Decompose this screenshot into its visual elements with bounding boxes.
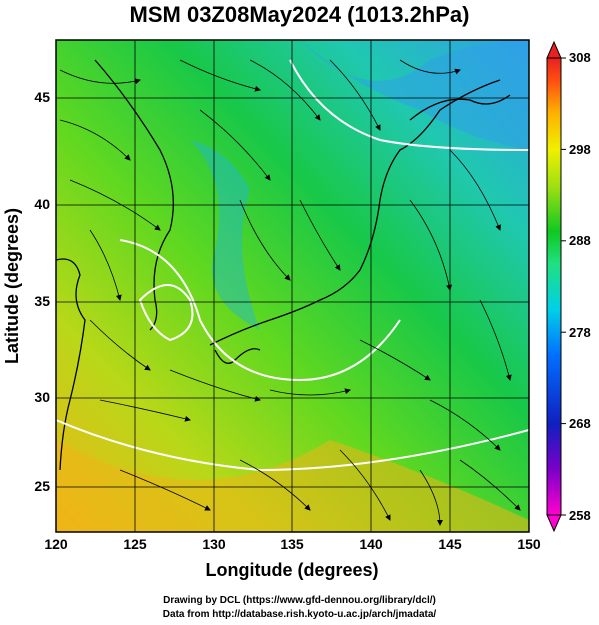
china-coast bbox=[56, 258, 86, 471]
streamline bbox=[239, 199, 291, 281]
japan-coast bbox=[209, 79, 501, 346]
isotherm bbox=[289, 59, 529, 151]
colorbar-tick-labels: 258 268 278 288 298 308 bbox=[569, 50, 591, 523]
streamline bbox=[339, 449, 391, 521]
streamline bbox=[99, 399, 191, 422]
y-tick-label: 30 bbox=[34, 389, 50, 405]
credit-data: Data from http://database.rish.kyoto-u.a… bbox=[162, 609, 437, 620]
y-axis-label: Latitude (degrees) bbox=[2, 208, 22, 364]
streamline bbox=[459, 459, 521, 511]
streamline bbox=[89, 319, 151, 371]
x-tick-label: 130 bbox=[202, 536, 226, 552]
streamline bbox=[239, 459, 311, 511]
x-tick-label: 120 bbox=[44, 536, 68, 552]
y-tick-label: 35 bbox=[34, 293, 50, 309]
colorbar-tick-label: 278 bbox=[569, 325, 591, 340]
x-axis-label: Longitude (degrees) bbox=[205, 560, 378, 580]
cold-region bbox=[300, 40, 529, 150]
streamline bbox=[119, 469, 211, 511]
streamlines bbox=[59, 59, 521, 526]
credit-drawing: Drawing by DCL (https://www.gfd-dennou.o… bbox=[163, 595, 436, 606]
colorbar-max-triangle bbox=[546, 40, 562, 59]
streamline bbox=[59, 69, 141, 85]
streamline bbox=[199, 109, 271, 181]
streamline bbox=[299, 199, 341, 271]
colorbar-tick-label: 298 bbox=[569, 142, 591, 157]
isotherm bbox=[138, 284, 194, 342]
hokkaido-coast bbox=[409, 94, 511, 121]
x-tick-label: 140 bbox=[359, 536, 383, 552]
streamline bbox=[179, 59, 261, 92]
streamline bbox=[69, 179, 161, 231]
isotherm bbox=[119, 239, 401, 382]
colorbar-scale bbox=[546, 57, 562, 516]
isotherm bbox=[56, 419, 529, 472]
y-tick-label: 45 bbox=[34, 89, 50, 105]
warm-region bbox=[56, 440, 529, 532]
x-tick-label: 145 bbox=[438, 536, 462, 552]
streamline bbox=[399, 59, 461, 75]
plot-frame bbox=[55, 39, 530, 533]
x-tick-label: 125 bbox=[123, 536, 147, 552]
streamline bbox=[409, 199, 452, 291]
streamline bbox=[269, 388, 351, 396]
x-tick-label: 150 bbox=[517, 536, 541, 552]
streamline bbox=[249, 59, 321, 121]
y-tick-label: 25 bbox=[34, 478, 50, 494]
graticule bbox=[56, 40, 529, 532]
map-title: MSM 03Z08May2024 (1013.2hPa) bbox=[129, 2, 470, 27]
y-tick-label: 40 bbox=[34, 196, 50, 212]
korea-coast bbox=[94, 59, 174, 331]
cool-region bbox=[190, 140, 260, 330]
colorbar: 258 268 278 288 298 308 bbox=[546, 40, 591, 533]
streamline bbox=[479, 299, 512, 381]
streamline bbox=[419, 469, 443, 526]
isotherms bbox=[56, 59, 529, 472]
y-tick-labels: 25 30 35 40 45 bbox=[34, 89, 50, 494]
streamline bbox=[59, 119, 131, 161]
plot-area bbox=[56, 40, 529, 532]
x-tick-labels: 120 125 130 135 140 145 150 bbox=[44, 536, 541, 552]
coastlines bbox=[56, 59, 511, 471]
colorbar-tick-label: 308 bbox=[569, 50, 591, 65]
colorbar-ticks bbox=[561, 57, 566, 516]
colorbar-tick-label: 258 bbox=[569, 508, 591, 523]
x-tick-label: 135 bbox=[280, 536, 304, 552]
streamline bbox=[449, 149, 501, 231]
streamline bbox=[359, 339, 431, 381]
colorbar-tick-label: 288 bbox=[569, 233, 591, 248]
streamline bbox=[89, 229, 122, 301]
streamline bbox=[429, 399, 501, 451]
streamline bbox=[329, 59, 381, 131]
colorbar-tick-label: 268 bbox=[569, 416, 591, 431]
kyushu-coast bbox=[214, 348, 261, 364]
colorbar-min-triangle bbox=[546, 514, 562, 533]
